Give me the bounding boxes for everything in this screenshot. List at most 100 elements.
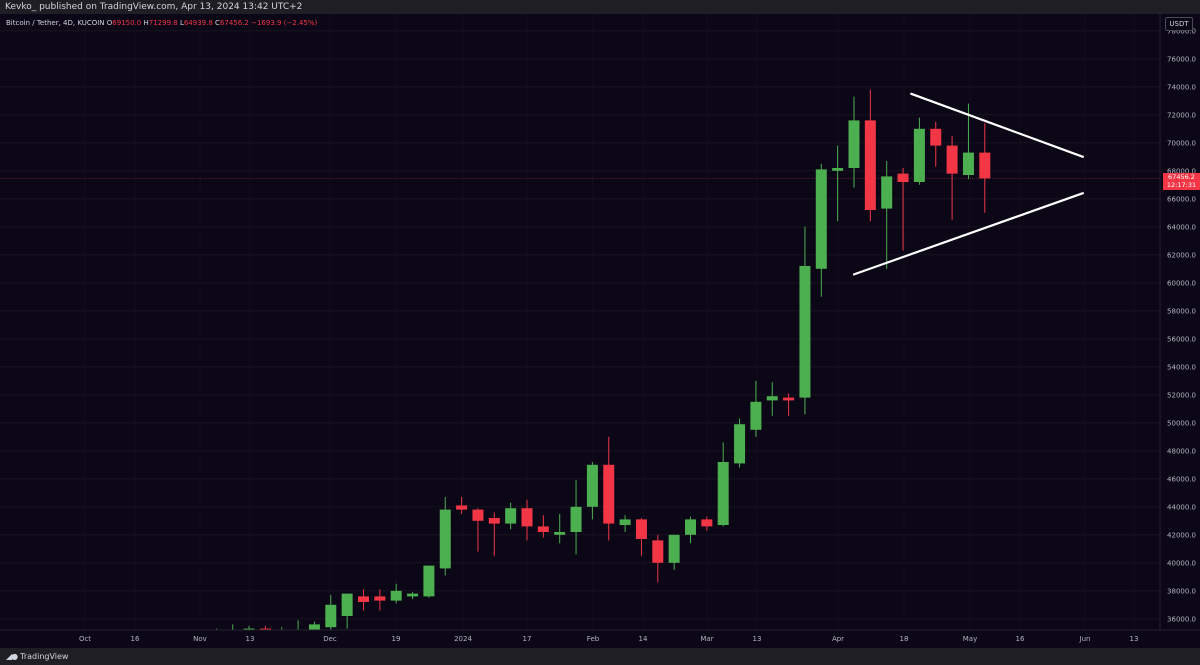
y-tick-label: 68000.0 — [1167, 167, 1196, 175]
candle — [832, 145, 844, 222]
y-tick-label: 50000.0 — [1167, 419, 1196, 427]
candle-body — [717, 462, 729, 525]
y-tick-label: 38000.0 — [1167, 587, 1196, 595]
candle-body — [881, 176, 893, 209]
last-price-countdown: 12:17:31 — [1166, 181, 1197, 189]
legend-open-value: 69150.0 — [112, 19, 142, 27]
y-tick-label: 42000.0 — [1167, 531, 1196, 539]
candle-body — [537, 526, 549, 532]
candle — [407, 592, 419, 600]
publish-line: Kevko_ published on TradingView.com, Apr… — [5, 2, 303, 12]
candles — [194, 89, 991, 640]
y-tick-label: 62000.0 — [1167, 251, 1196, 259]
candle — [815, 163, 827, 297]
candle — [881, 161, 893, 269]
x-axis-panel — [0, 630, 1200, 648]
x-tick-label: Apr — [832, 635, 844, 643]
candle-body — [423, 565, 435, 597]
candle — [897, 168, 909, 251]
candle — [586, 462, 598, 520]
candle — [603, 436, 615, 541]
footer-bar: ◢● TradingView — [0, 648, 1200, 665]
candle-body — [832, 168, 844, 171]
trendline — [910, 92, 1085, 158]
candle-body — [341, 593, 353, 616]
symbol-legend: Bitcoin / Tether, 4D, KUCOIN O69150.0 H7… — [6, 19, 317, 27]
candle-body — [799, 266, 811, 398]
currency-badge[interactable]: USDT — [1165, 17, 1193, 31]
x-tick-label: 13 — [246, 635, 255, 643]
y-axis-panel — [1160, 14, 1200, 648]
y-tick-label: 60000.0 — [1167, 279, 1196, 287]
y-tick-label: 36000.0 — [1167, 615, 1196, 623]
candle — [979, 123, 991, 213]
y-tick-label: 44000.0 — [1167, 503, 1196, 511]
y-axis: 78000.0 76000.0 74000.0 72000.0 70000.0 68000… — [1159, 14, 1200, 648]
last-price-value: 67456.2 — [1168, 173, 1195, 181]
candle — [946, 135, 958, 220]
candle-body — [243, 628, 255, 630]
candle — [848, 96, 860, 188]
candle — [537, 515, 549, 538]
candle-body — [325, 604, 337, 628]
candlestick-chart[interactable]: 78000.0 76000.0 74000.0 72000.0 70000.0 68000… — [0, 14, 1200, 648]
candle — [668, 534, 680, 570]
candle — [374, 589, 386, 611]
tradingview-logo-icon: ◢● — [6, 652, 18, 661]
candle — [864, 89, 876, 222]
x-tick-label: 16 — [1016, 635, 1025, 643]
candle — [766, 382, 778, 416]
y-tick-label: 66000.0 — [1167, 195, 1196, 203]
candle — [505, 502, 517, 530]
x-axis: Oct 16 Nov 13 Dec 19 2024 17 Feb 14 Mar 13 Apr 18 May 1… — [0, 629, 1200, 648]
candle-body — [750, 401, 762, 430]
chart-area[interactable]: 78000.0 76000.0 74000.0 72000.0 70000.0 68000… — [0, 14, 1200, 648]
candle — [423, 565, 435, 598]
trendline — [852, 192, 1085, 276]
legend-symbol: Bitcoin / Tether, 4D, KUCOIN — [6, 19, 105, 27]
x-tick-label: 13 — [1130, 635, 1139, 643]
candle — [962, 103, 974, 180]
y-tick-label: 72000.0 — [1167, 111, 1196, 119]
candle — [390, 583, 402, 604]
y-tick-label: 40000.0 — [1167, 559, 1196, 567]
candle — [472, 508, 484, 552]
candle-body — [930, 128, 942, 146]
candle — [341, 593, 353, 629]
tradingview-brand[interactable]: ◢● TradingView — [6, 648, 68, 665]
candle-body — [815, 169, 827, 269]
candle-body — [439, 509, 451, 569]
candle — [717, 442, 729, 527]
candle — [685, 516, 696, 544]
candle — [734, 418, 746, 468]
publish-header: Kevko_ published on TradingView.com, Apr… — [0, 0, 1200, 14]
candle-body — [407, 593, 419, 597]
candle — [439, 497, 451, 576]
candle — [570, 480, 582, 555]
legend-open-label: O — [106, 19, 113, 27]
legend-change: −1693.9 (−2.45%) — [251, 19, 318, 27]
candle — [799, 226, 811, 415]
candle — [913, 117, 925, 185]
candle-body — [848, 120, 860, 168]
candle — [358, 589, 369, 611]
candle-body — [783, 397, 795, 401]
candle-body — [308, 624, 320, 630]
candle-body — [864, 120, 876, 210]
y-tick-label: 64000.0 — [1167, 223, 1196, 231]
candle-body — [635, 519, 647, 539]
candle — [750, 380, 762, 437]
candle — [554, 513, 566, 544]
candle-body — [701, 519, 713, 527]
x-tick-label: Dec — [323, 635, 337, 643]
candle — [488, 512, 500, 556]
legend-low-label: L — [179, 19, 184, 27]
y-tick-label: 70000.0 — [1167, 139, 1196, 147]
x-tick-label: 2024 — [454, 635, 472, 643]
y-tick-label: 48000.0 — [1167, 447, 1196, 455]
x-tick-label: 14 — [639, 635, 648, 643]
candle-body — [374, 596, 386, 601]
candle-body — [586, 464, 598, 507]
candle-body — [652, 540, 664, 563]
candle — [635, 518, 647, 556]
